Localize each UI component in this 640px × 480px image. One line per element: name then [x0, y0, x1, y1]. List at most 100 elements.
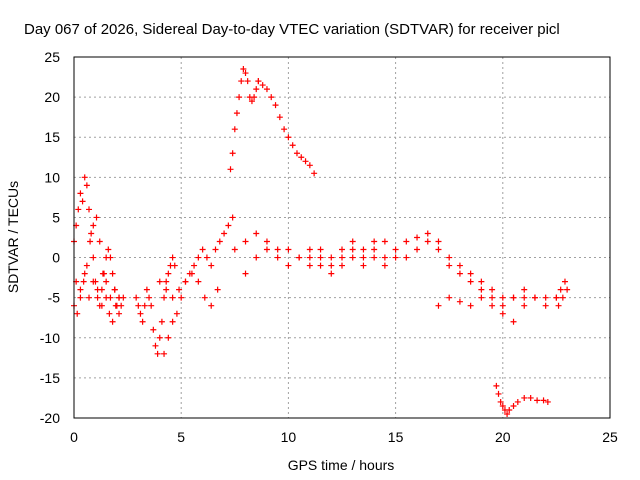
y-tick-label: -20	[40, 410, 60, 426]
data-point	[231, 246, 238, 253]
data-point	[540, 397, 547, 404]
data-point	[112, 302, 119, 309]
data-point	[403, 238, 410, 245]
data-point	[191, 262, 198, 269]
data-point	[414, 246, 421, 253]
data-point	[446, 254, 453, 261]
data-point	[497, 398, 504, 405]
data-point	[135, 302, 142, 309]
data-point	[531, 294, 538, 301]
data-point	[156, 334, 163, 341]
data-point	[156, 278, 163, 285]
y-tick-label: 10	[44, 169, 60, 185]
data-point	[392, 246, 399, 253]
data-point	[510, 402, 517, 409]
data-point	[251, 94, 258, 101]
data-point	[81, 174, 88, 181]
data-point	[99, 270, 106, 277]
data-point	[263, 86, 270, 93]
data-point	[176, 286, 183, 293]
data-point	[229, 214, 236, 221]
data-point	[272, 102, 279, 109]
data-point	[242, 270, 249, 277]
data-point	[195, 254, 202, 261]
y-tick-label: -15	[40, 370, 60, 386]
data-point	[77, 294, 84, 301]
series-track-dip	[133, 254, 178, 357]
grid	[74, 57, 610, 418]
data-point	[302, 158, 309, 165]
data-point	[152, 342, 159, 349]
data-point	[221, 230, 228, 237]
data-point	[253, 230, 260, 237]
data-point	[240, 66, 247, 73]
y-tick-label: 25	[44, 49, 60, 65]
series-track-day-b	[242, 238, 549, 309]
data-point	[467, 270, 474, 277]
data-point	[542, 302, 549, 309]
data-point	[259, 82, 266, 89]
data-point	[83, 262, 90, 269]
data-point	[381, 238, 388, 245]
data-point	[253, 86, 260, 93]
data-point	[349, 246, 356, 253]
data-point	[150, 326, 157, 333]
data-point	[242, 70, 249, 77]
data-point	[268, 94, 275, 101]
x-axis-label: GPS time / hours	[288, 457, 395, 473]
series-track-mid-b	[156, 270, 221, 309]
data-point	[103, 278, 110, 285]
data-point	[446, 294, 453, 301]
data-point	[195, 278, 202, 285]
data-point	[255, 78, 262, 85]
data-point	[306, 254, 313, 261]
series-track-early-a	[71, 174, 125, 317]
data-point	[236, 94, 243, 101]
data-point	[328, 262, 335, 269]
x-tick-label: 25	[602, 429, 618, 445]
data-point	[435, 302, 442, 309]
data-point	[392, 254, 399, 261]
data-point	[238, 78, 245, 85]
data-point	[285, 134, 292, 141]
data-point	[499, 402, 506, 409]
data-point	[165, 270, 172, 277]
data-point	[521, 302, 528, 309]
data-point	[510, 318, 517, 325]
data-point	[561, 278, 568, 285]
data-point	[306, 162, 313, 169]
data-point	[90, 222, 97, 229]
data-point	[553, 294, 560, 301]
data-point	[499, 310, 506, 317]
y-tick-label: 15	[44, 129, 60, 145]
data-point	[188, 270, 195, 277]
data-point	[506, 406, 513, 413]
data-point	[557, 286, 564, 293]
data-point	[165, 334, 172, 341]
data-point	[169, 318, 176, 325]
data-point	[161, 294, 168, 301]
data-point	[116, 310, 123, 317]
data-point	[148, 302, 155, 309]
data-point	[169, 294, 176, 301]
data-point	[510, 294, 517, 301]
data-point	[263, 238, 270, 245]
y-tick-label: 20	[44, 89, 60, 105]
series-track-day-a	[231, 230, 560, 301]
data-point	[339, 246, 345, 253]
data-point	[231, 126, 238, 133]
data-point	[146, 294, 153, 301]
data-point	[424, 238, 431, 245]
data-point	[107, 254, 114, 261]
data-point	[233, 110, 240, 117]
data-point	[161, 350, 168, 357]
data-point	[75, 206, 82, 213]
y-tick-label: -10	[40, 330, 60, 346]
data-point	[424, 230, 431, 237]
data-point	[88, 230, 95, 237]
data-point	[214, 286, 221, 293]
series-track-mid-a	[161, 214, 236, 357]
data-point	[109, 318, 116, 325]
data-point	[154, 350, 161, 357]
